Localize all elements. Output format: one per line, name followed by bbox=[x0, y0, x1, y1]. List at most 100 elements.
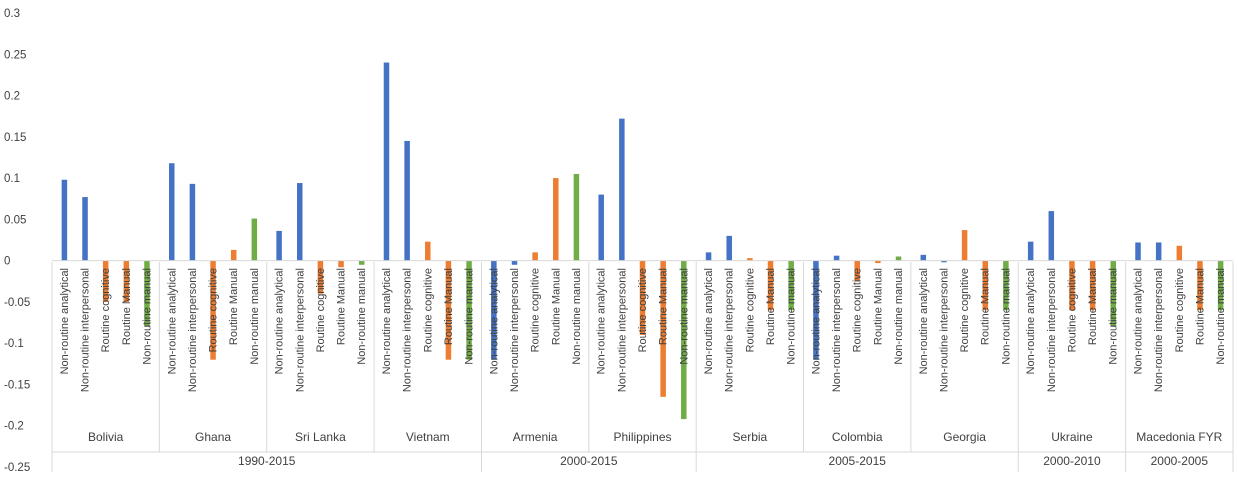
bar bbox=[1089, 260, 1096, 311]
category-label: Non-routine manual bbox=[786, 268, 798, 365]
category-label: Non-routine manual bbox=[249, 268, 261, 365]
category-label: Routine cognitive bbox=[959, 268, 971, 352]
bar bbox=[1155, 242, 1162, 261]
country-label: Sri Lanka bbox=[295, 430, 346, 444]
bar bbox=[102, 260, 109, 302]
category-label: Routine Manual bbox=[228, 268, 240, 345]
category-label: Non-routine interpersonal bbox=[1153, 268, 1165, 392]
y-tick-label: -0.2 bbox=[4, 421, 24, 433]
category-label: Routine cognitive bbox=[208, 268, 220, 352]
category-label: Non-routine interpersonal bbox=[724, 268, 736, 392]
y-tick-label: 0.05 bbox=[4, 214, 26, 226]
period-label: 1990-2015 bbox=[238, 454, 296, 468]
category-label: Non-routine analytical bbox=[488, 268, 500, 374]
bar bbox=[1217, 260, 1224, 311]
bar bbox=[210, 260, 216, 360]
category-label: Non-routine analytical bbox=[918, 268, 930, 374]
bar bbox=[491, 260, 497, 360]
bar bbox=[961, 230, 968, 261]
bar bbox=[681, 260, 687, 420]
bar bbox=[358, 260, 365, 265]
bar bbox=[573, 173, 580, 261]
category-label: Non-routine interpersonal bbox=[80, 268, 92, 392]
bar bbox=[466, 260, 472, 360]
category-label: Routine Manual bbox=[980, 268, 992, 345]
bar bbox=[383, 62, 390, 261]
category-label: Routine Manual bbox=[1194, 268, 1206, 345]
bar bbox=[854, 260, 860, 282]
category-label: Non-routine manual bbox=[678, 268, 690, 365]
bar bbox=[1069, 260, 1075, 311]
category-label: Routine Manual bbox=[658, 268, 670, 345]
category-label: Routine Manual bbox=[121, 268, 133, 345]
category-label: Routine cognitive bbox=[1174, 268, 1186, 352]
bar bbox=[82, 197, 88, 261]
y-tick-label: 0 bbox=[4, 256, 10, 268]
category-label: Non-routine manual bbox=[571, 268, 583, 365]
category-label: Non-routine analytical bbox=[810, 268, 822, 374]
bar bbox=[639, 260, 646, 335]
y-tick-label: -0.15 bbox=[4, 379, 30, 391]
bar bbox=[747, 258, 753, 261]
bar bbox=[230, 249, 237, 261]
country-label: Colombia bbox=[832, 430, 883, 444]
category-label: Non-routine analytical bbox=[596, 268, 608, 374]
y-tick-label: 0.2 bbox=[4, 91, 20, 103]
category-label: Routine cognitive bbox=[637, 268, 649, 352]
category-label: Non-routine analytical bbox=[1025, 268, 1037, 374]
category-label: Non-routine analytical bbox=[703, 268, 715, 374]
bar bbox=[317, 260, 324, 294]
period-label: 2000-2015 bbox=[560, 454, 618, 468]
category-label: Non-routine analytical bbox=[1133, 268, 1145, 374]
bar bbox=[875, 260, 881, 264]
bar bbox=[705, 252, 712, 261]
category-label: Non-routine analytical bbox=[166, 268, 178, 374]
bar bbox=[425, 241, 431, 261]
bar bbox=[767, 260, 774, 311]
country-label: Armenia bbox=[513, 430, 558, 444]
category-label: Routine cognitive bbox=[1066, 268, 1078, 352]
bar bbox=[895, 256, 902, 261]
y-axis-tick-labels: 0.3 0.25 0.2 0.15 0.1 0.05 0 -0.05 -0.1 -0.15 -0.2… bbox=[4, 8, 30, 474]
category-label: Non-routine interpersonal bbox=[187, 268, 199, 392]
category-label: Non-routine interpersonal bbox=[1046, 268, 1058, 392]
period-labels: 1990-2015 2000-2015 2005-2015 2000-2010 2000… bbox=[238, 454, 1208, 468]
bar bbox=[276, 230, 282, 261]
bar bbox=[1110, 260, 1116, 327]
bar bbox=[726, 235, 732, 261]
bar bbox=[833, 255, 840, 261]
category-label: Non-routine manual bbox=[356, 268, 368, 365]
y-tick-label: 0.15 bbox=[4, 132, 26, 144]
bar bbox=[553, 178, 559, 261]
country-label: Macedonia FYR bbox=[1136, 430, 1222, 444]
category-label: Routine Manual bbox=[765, 268, 777, 345]
y-tick-label: -0.1 bbox=[4, 338, 24, 350]
country-label: Georgia bbox=[943, 430, 986, 444]
period-label: 2000-2010 bbox=[1043, 454, 1101, 468]
bar bbox=[532, 252, 538, 261]
bar bbox=[511, 260, 518, 265]
category-label: Routine Manual bbox=[443, 268, 455, 345]
bar bbox=[1135, 242, 1141, 261]
country-label: Ghana bbox=[195, 430, 231, 444]
y-tick-label: 0.25 bbox=[4, 49, 26, 61]
country-label: Vietnam bbox=[406, 430, 450, 444]
category-label: Routine cognitive bbox=[852, 268, 864, 352]
country-label: Bolivia bbox=[88, 430, 124, 444]
bar bbox=[61, 179, 68, 261]
bar bbox=[123, 260, 130, 302]
y-tick-label: -0.05 bbox=[4, 297, 30, 309]
period-label: 2005-2015 bbox=[829, 454, 887, 468]
category-label: Non-routine manual bbox=[1215, 268, 1227, 365]
bar bbox=[941, 260, 947, 263]
bar bbox=[598, 194, 604, 261]
bar bbox=[788, 260, 794, 311]
bar bbox=[982, 260, 988, 311]
bar bbox=[189, 183, 196, 261]
period-label: 2000-2005 bbox=[1151, 454, 1209, 468]
bar bbox=[1176, 245, 1183, 261]
bar bbox=[338, 260, 344, 268]
bar bbox=[404, 140, 410, 261]
country-label: Serbia bbox=[733, 430, 768, 444]
